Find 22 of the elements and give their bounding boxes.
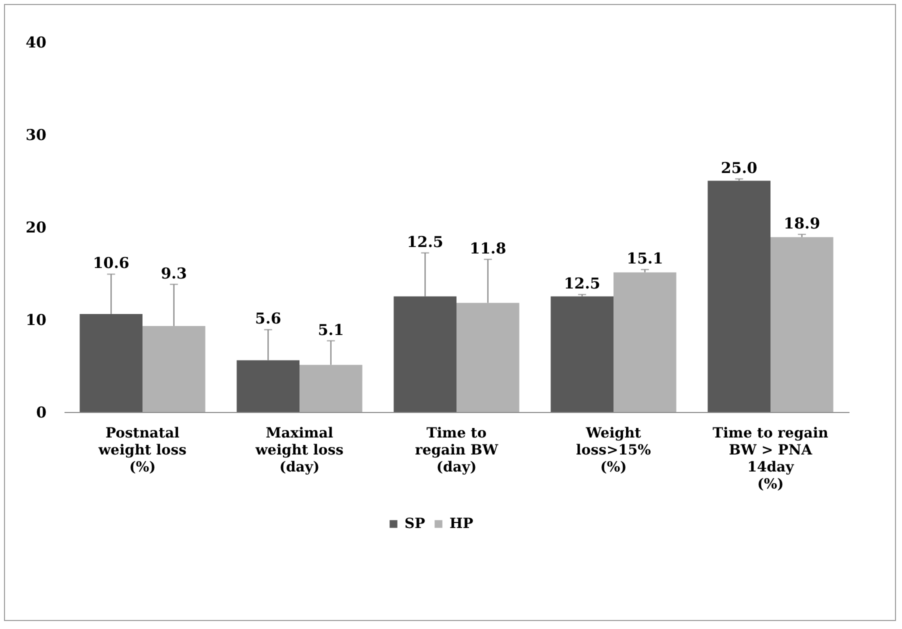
y-tick-label: 40 [26, 34, 46, 52]
data-label: 5.1 [318, 320, 344, 339]
y-tick-label: 0 [36, 404, 46, 422]
data-label: 10.6 [92, 254, 130, 272]
x-tick-label: Time to regain BW > PNA 14day (%) [712, 426, 828, 492]
x-tick-label: Maximal weight loss (day) [254, 426, 344, 476]
x-tick-label: Weight loss>15% (%) [576, 426, 651, 476]
y-tick-label: 20 [26, 218, 46, 236]
y-tick-label: 30 [26, 126, 46, 144]
data-label: 25.0 [720, 158, 758, 177]
data-label: 9.3 [160, 264, 187, 282]
data-label: 5.6 [255, 310, 282, 328]
x-tick-label: Time to regain BW (day) [414, 426, 498, 476]
legend-label: SP [404, 516, 426, 532]
legend-label: HP [450, 516, 474, 532]
data-label: 12.5 [564, 274, 600, 293]
data-label: 12.5 [406, 232, 444, 251]
data-label: 18.9 [784, 214, 820, 232]
data-label: 15.1 [626, 250, 664, 268]
data-label: 11.8 [470, 239, 506, 258]
y-tick-label: 10 [26, 311, 46, 329]
x-tick-label: Postnatal weight loss (%) [97, 426, 187, 476]
